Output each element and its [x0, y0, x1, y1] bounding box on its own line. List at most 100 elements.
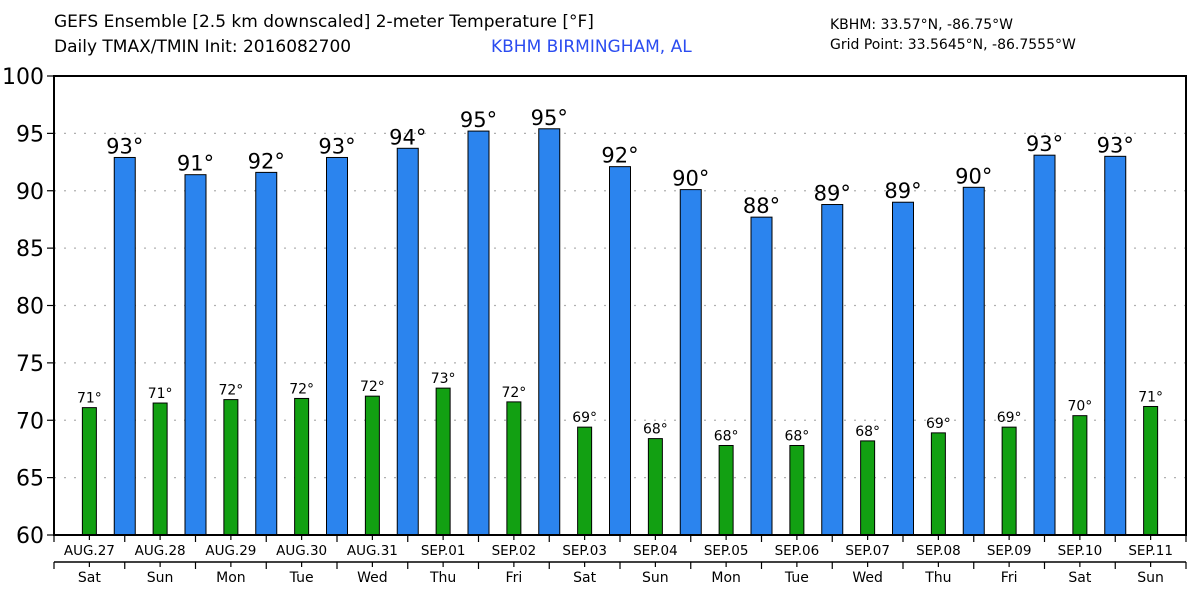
tmin-bar [152, 402, 168, 536]
tmax-bar [255, 171, 278, 536]
x-date-label: AUG.27 [64, 543, 115, 559]
tmax-bar [538, 128, 561, 536]
y-tick-label: 95 [16, 122, 44, 147]
tmax-bar [679, 189, 702, 536]
y-tick-label: 100 [2, 65, 44, 90]
tmax-bar [962, 186, 985, 536]
x-weekday-label: Fri [506, 570, 523, 586]
tmin-bar [718, 444, 734, 536]
tmin-bar [506, 401, 522, 536]
tmax-bar [1104, 155, 1127, 536]
x-date-label: SEP.10 [1058, 543, 1103, 559]
x-weekday-label: Tue [784, 570, 809, 586]
tmin-bar [294, 397, 310, 536]
tmax-label: 93° [1097, 133, 1134, 157]
x-date-label: SEP.01 [421, 543, 466, 559]
x-weekday-label: Mon [216, 570, 246, 586]
tmax-label: 94° [389, 125, 426, 149]
tmax-bar [892, 201, 914, 536]
tmin-bar [1001, 426, 1017, 536]
x-weekday-label: Tue [289, 570, 314, 586]
tmax-label: 93° [318, 134, 355, 158]
tmax-label: 95° [531, 106, 568, 130]
grid-point-coordinates: Grid Point: 33.5645°N, -86.7555°W [830, 37, 1076, 53]
x-weekday-label: Wed [852, 570, 883, 586]
tmax-bar [1033, 154, 1056, 536]
tmax-bar [467, 130, 490, 536]
tmin-bar [1143, 405, 1159, 536]
tmin-label: 72° [360, 379, 385, 395]
x-weekday-label: Thu [924, 570, 951, 586]
tmin-bar [577, 426, 593, 536]
tmax-label: 93° [1026, 132, 1063, 156]
x-weekday-label: Sun [147, 570, 174, 586]
tmin-bar [789, 444, 805, 536]
tmax-bar [113, 156, 136, 536]
tmax-label: 90° [672, 167, 709, 191]
tmin-label: 71° [77, 391, 102, 407]
y-tick-label: 80 [16, 295, 44, 320]
tmin-bar [364, 395, 380, 536]
x-date-label: SEP.08 [916, 543, 961, 559]
x-date-label: AUG.30 [276, 543, 327, 559]
x-date-label: SEP.07 [845, 543, 890, 559]
x-weekday-label: Sat [573, 570, 596, 586]
x-weekday-label: Wed [357, 570, 388, 586]
tmax-bar [750, 216, 773, 536]
x-weekday-label: Sat [1068, 570, 1091, 586]
y-tick-label: 75 [16, 352, 44, 377]
tmax-label: 93° [106, 134, 143, 158]
tmin-label: 68° [643, 422, 668, 438]
x-date-label: SEP.02 [492, 543, 537, 559]
tmax-label: 89° [814, 182, 851, 206]
tmin-label: 73° [431, 371, 456, 387]
tmin-label: 72° [218, 383, 243, 399]
y-tick-label: 60 [16, 524, 44, 549]
tmax-bar [396, 147, 419, 536]
tmin-label: 69° [572, 410, 597, 426]
tmin-label: 68° [784, 428, 809, 444]
tmin-bar [1072, 415, 1088, 536]
tmin-bar [860, 440, 876, 536]
chart-title: GEFS Ensemble [2.5 km downscaled] 2-mete… [54, 12, 594, 32]
x-date-label: AUG.31 [347, 543, 398, 559]
tmin-bar [930, 432, 946, 536]
tmin-bar [647, 438, 663, 536]
x-date-label: SEP.05 [704, 543, 749, 559]
y-tick-label: 65 [16, 467, 44, 492]
tmax-label: 91° [177, 152, 214, 176]
x-weekday-label: Thu [429, 570, 456, 586]
tmax-label: 90° [955, 164, 992, 188]
tmax-bar [326, 156, 348, 536]
x-date-label: SEP.04 [633, 543, 678, 559]
tmin-label: 69° [997, 410, 1022, 426]
y-tick-label: 70 [16, 409, 44, 434]
tmin-label: 71° [148, 386, 173, 402]
station-name: KBHM BIRMINGHAM, AL [491, 37, 692, 57]
tmin-label: 68° [855, 424, 880, 440]
y-tick-label: 90 [16, 180, 44, 205]
chart-subtitle: Daily TMAX/TMIN Init: 2016082700 [54, 37, 352, 57]
x-weekday-label: Mon [711, 570, 741, 586]
tmin-bar [435, 387, 451, 536]
tmax-label: 92° [601, 144, 638, 168]
x-weekday-label: Sat [78, 570, 101, 586]
x-date-label: SEP.11 [1128, 543, 1173, 559]
station-coordinates: KBHM: 33.57°N, -86.75°W [830, 17, 1013, 33]
tmin-label: 72° [289, 381, 314, 397]
tmin-label: 72° [501, 385, 526, 401]
x-date-label: SEP.03 [562, 543, 607, 559]
tmax-label: 95° [460, 108, 497, 132]
x-weekday-label: Sun [1137, 570, 1164, 586]
x-date-label: AUG.29 [205, 543, 256, 559]
tmax-bar [609, 166, 631, 536]
tmax-label: 89° [884, 179, 921, 203]
tmax-bar [184, 174, 207, 536]
tmax-label: 92° [248, 149, 285, 173]
x-date-label: SEP.06 [775, 543, 820, 559]
tmin-label: 70° [1067, 399, 1092, 415]
tmax-bar [821, 204, 844, 536]
y-tick-label: 85 [16, 237, 44, 262]
tmin-label: 69° [926, 416, 951, 432]
